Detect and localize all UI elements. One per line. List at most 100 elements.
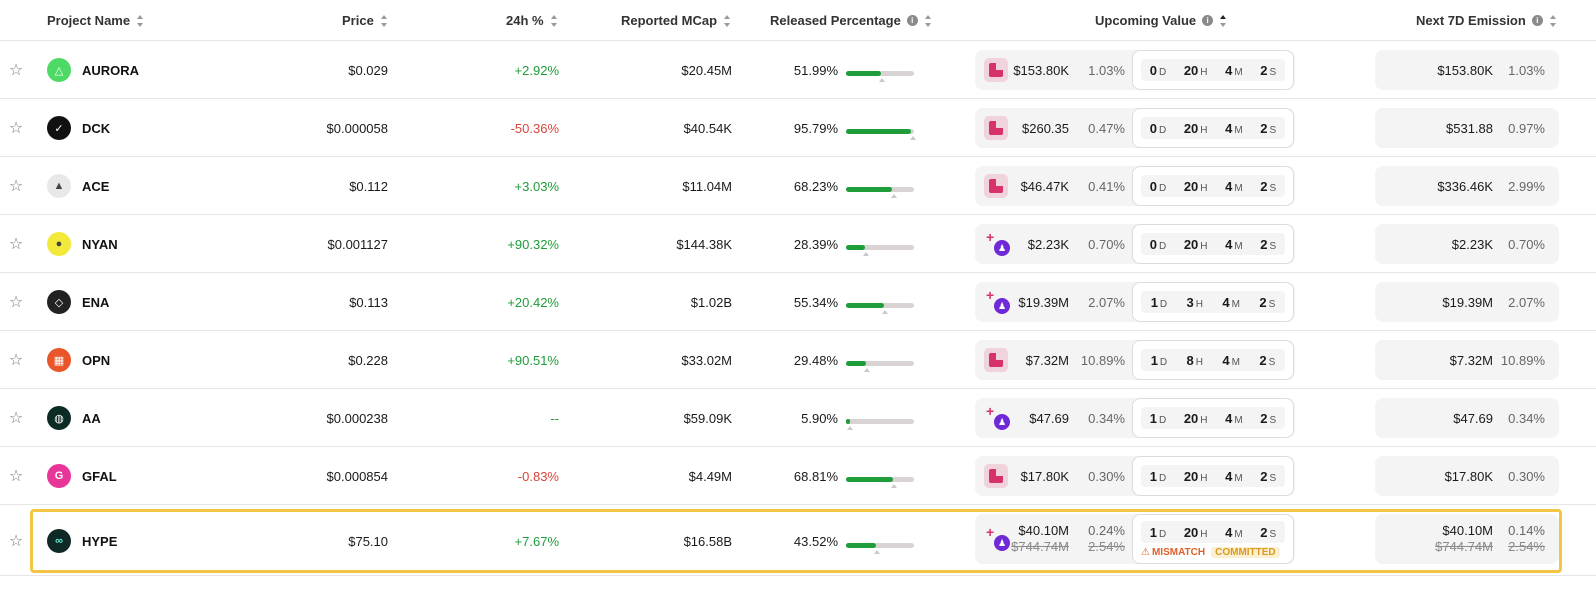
release-marker-icon [890,484,897,488]
star-icon[interactable]: ☆ [8,120,24,137]
table-row[interactable]: ☆ ● NYAN $0.001127 +90.32% $144.38K 28.3… [0,215,1596,273]
header-reported-mcap[interactable]: Reported MCap [621,0,731,41]
committed-badge: COMMITTED [1211,547,1280,558]
header-project-name[interactable]: Project Name [47,0,144,41]
project-name[interactable]: HYPE [82,533,118,549]
info-icon[interactable]: i [1531,15,1543,26]
change-24h: +7.67% [514,533,559,549]
sort-icon[interactable] [924,14,932,27]
change-24h: +2.92% [514,62,559,78]
table-row[interactable]: ☆ ✓ DCK $0.000058 -50.36% $40.54K 95.79%… [0,99,1596,157]
star-icon[interactable]: ☆ [8,468,24,485]
released-progress-fill [846,361,867,366]
sort-icon[interactable] [136,14,144,27]
star-icon[interactable]: ☆ [8,62,24,79]
project-logo: ✓ [47,99,71,157]
header-released-percentage[interactable]: Released Percentage i [770,0,932,41]
reported-mcap: $11.04M [682,178,732,194]
released-progress-bar [846,245,914,256]
table-row-hype[interactable]: ☆ ∞ HYPE $75.10 +7.67% $16.58B 43.52% + ♟… [0,506,1596,576]
table-row[interactable]: ☆ ▦ OPN $0.228 +90.51% $33.02M 29.48% $7… [0,331,1596,389]
released-percentage: 51.99% [793,62,838,78]
table-row[interactable]: ☆ ◍ AA $0.000238 -- $59.09K 5.90% + ♟ $47… [0,389,1596,447]
upcoming-pct: 0.70% [1088,236,1125,252]
unlock-block-icon [984,116,1008,140]
star-icon[interactable]: ☆ [8,236,24,253]
project-logo: ∞ [47,512,71,570]
star-icon[interactable]: ☆ [8,352,24,369]
project-name[interactable]: DCK [82,120,111,136]
change-24h: -0.83% [517,468,559,484]
upcoming-value: $40.10M $744.74M [1011,523,1069,554]
next-7d-emission-card: $153.80K 1.03% [1375,50,1559,90]
release-marker-icon [890,194,897,198]
price-value: $0.001127 [327,236,389,252]
project-name[interactable]: GFAL [82,468,117,484]
project-name[interactable]: AURORA [82,62,140,78]
sort-icon[interactable] [380,14,388,27]
project-name[interactable]: OPN [82,352,111,368]
next-7d-emission-card: $7.32M 10.89% [1375,340,1559,380]
table-row[interactable]: ☆ ▲ ACE $0.112 +3.03% $11.04M 68.23% $46… [0,157,1596,215]
star-icon[interactable]: ☆ [8,410,24,427]
upcoming-pct: 0.24% 2.54% [1088,523,1125,554]
star-icon[interactable]: ☆ [8,294,24,311]
sort-icon[interactable] [1549,14,1557,27]
next-7d-value: $153.80K [1437,62,1493,78]
sort-icon[interactable] [1219,14,1227,27]
unlock-person-icon: + ♟ [984,404,1010,432]
sort-icon[interactable] [723,14,731,27]
info-icon[interactable]: i [906,15,918,26]
info-icon[interactable]: i [1202,15,1214,26]
table-row[interactable]: ☆ G GFAL $0.000854 -0.83% $4.49M 68.81% … [0,447,1596,505]
table-row[interactable]: ☆ △ AURORA $0.029 +2.92% $20.45M 51.99% … [0,41,1596,99]
project-name[interactable]: AA [82,410,101,426]
header-upcoming-value[interactable]: Upcoming Value i [1095,0,1227,41]
change-24h: +90.51% [507,352,559,368]
project-logo-icon: ▦ [47,348,71,372]
project-name[interactable]: NYAN [82,236,118,252]
next-7d-pct: 0.14% 2.54% [1508,523,1545,554]
header-next-7d-emission[interactable]: Next 7D Emission i [1416,0,1557,41]
sort-icon[interactable] [550,14,558,27]
unlock-person-icon: + ♟ [984,525,1010,553]
release-marker-icon [909,136,916,140]
price-value: $0.000058 [326,120,388,136]
project-name[interactable]: ENA [82,294,110,310]
upcoming-pct: 2.07% [1088,294,1125,310]
unlock-person-icon: + ♟ [984,230,1010,258]
project-name[interactable]: ACE [82,178,110,194]
released-progress-bar [846,419,914,430]
table-row[interactable]: ☆ ◇ ENA $0.113 +20.42% $1.02B 55.34% + ♟ … [0,273,1596,331]
released-percentage: 5.90% [801,410,838,426]
next-7d-value: $17.80K [1444,468,1493,484]
project-logo-icon: ◇ [47,290,71,314]
price-value: $0.113 [349,294,388,310]
released-percentage: 29.48% [793,352,838,368]
star-icon[interactable]: ☆ [8,178,24,195]
next-7d-emission-card: $2.23K 0.70% [1375,224,1559,264]
released-progress-fill [846,419,850,424]
star-icon[interactable]: ☆ [8,533,24,550]
reported-mcap: $40.54K [683,120,732,136]
warning-icon: ⚠ [1141,547,1150,558]
header-price[interactable]: Price [342,0,388,41]
price-value: $0.112 [349,178,388,194]
upcoming-pct: 10.89% [1080,352,1125,368]
change-24h: -- [550,410,559,426]
project-logo-icon: ◍ [47,406,71,430]
header-24h-change[interactable]: 24h % [506,0,558,41]
project-logo: △ [47,41,71,99]
